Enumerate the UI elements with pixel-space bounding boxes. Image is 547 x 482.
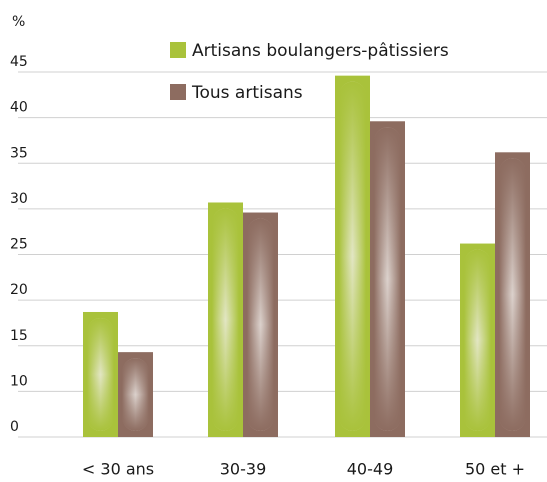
x-tick-label: 50 et + (465, 460, 525, 479)
bar-highlight-fade (464, 249, 491, 431)
bar-highlight-fade (247, 218, 274, 431)
y-tick-label: 40 (10, 100, 28, 116)
x-tick-label: 40-49 (347, 460, 394, 479)
y-tick-label: 25 (10, 237, 28, 253)
bar-highlight-fade (339, 81, 366, 432)
y-tick-label: 35 (10, 145, 28, 161)
legend-swatch (170, 42, 186, 58)
y-tick-label: 20 (10, 282, 28, 298)
x-tick-label: 30-39 (220, 460, 267, 479)
legend-label: Tous artisans (191, 83, 303, 103)
bar-highlight-fade (87, 317, 114, 431)
bar-highlight-fade (122, 358, 149, 431)
y-tick-label: 45 (10, 54, 28, 70)
legend-label: Artisans boulangers-pâtissiers (192, 41, 449, 61)
bar-highlight-fade (374, 127, 401, 432)
y-tick-label: 30 (10, 191, 28, 207)
bar-highlight-fade (499, 158, 526, 432)
y-tick-label: 0 (10, 419, 19, 435)
legend-swatch (170, 84, 186, 100)
y-tick-label: 15 (10, 328, 28, 344)
bar-highlight-fade (212, 208, 239, 431)
y-tick-label: 10 (10, 373, 28, 389)
x-tick-label: < 30 ans (82, 460, 154, 479)
y-axis-label: % (12, 14, 25, 30)
